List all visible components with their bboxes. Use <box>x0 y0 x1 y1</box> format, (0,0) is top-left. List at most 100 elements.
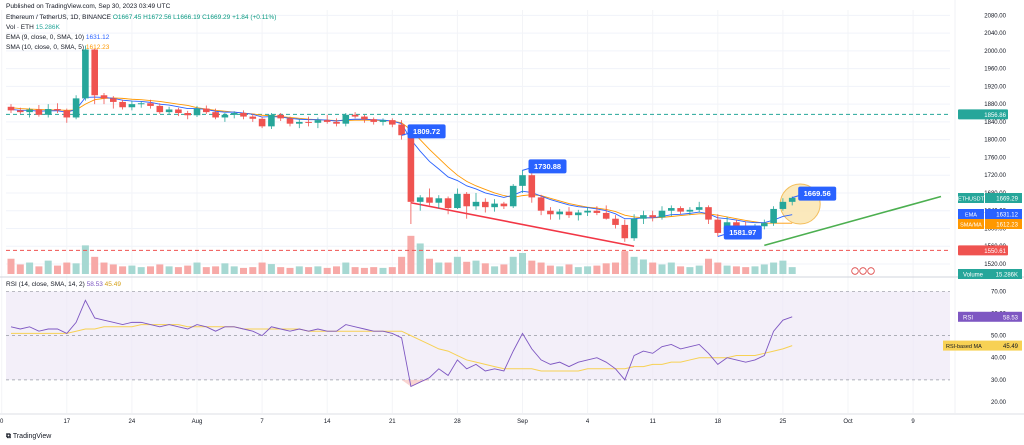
level-price-text: 1550.61 <box>984 249 1006 255</box>
volume-bar <box>584 266 592 274</box>
price-label-name-box <box>958 193 984 203</box>
volume-bar <box>714 262 722 274</box>
candle-body <box>7 106 15 111</box>
volume-bar <box>379 267 387 274</box>
price-label-value: 1669.29 <box>996 197 1018 203</box>
volume-bar <box>286 267 294 274</box>
candle-body <box>733 222 740 226</box>
volume-bar <box>221 263 229 274</box>
candle-body <box>528 175 536 198</box>
candle-body <box>621 224 629 239</box>
volume-bar <box>91 256 99 274</box>
rsi-label-box <box>958 311 1022 322</box>
candle-body <box>398 124 405 136</box>
candle-body <box>44 109 52 115</box>
annotation-box <box>798 186 837 201</box>
time-tick-label: 21 <box>389 419 396 425</box>
volume-bar <box>351 267 359 274</box>
volume-bar <box>305 267 313 274</box>
candle-body <box>147 103 154 106</box>
candle-body <box>677 208 684 212</box>
ema-legend[interactable]: EMA (9, close, 0, SMA, 10) 1631.12 <box>6 34 109 41</box>
time-tick-label: 0 <box>0 419 4 425</box>
tradingview-logo-icon: ⧉ <box>6 433 11 440</box>
trend-line <box>764 195 942 247</box>
candle-body <box>640 215 647 219</box>
volume-bar <box>472 260 480 274</box>
candle-body <box>686 209 694 212</box>
price-tick-label: 2000.00 <box>984 49 1006 55</box>
time-tick-label: 14 <box>324 419 331 425</box>
volume-bar <box>435 262 443 274</box>
rsi-band <box>6 291 950 380</box>
candle-body <box>249 116 257 119</box>
candle-body <box>416 197 424 202</box>
rsi-line <box>10 299 793 388</box>
footer-brand[interactable]: TradingView <box>12 433 52 440</box>
volume-bar <box>16 264 24 274</box>
candle-body <box>184 113 191 116</box>
rsi-legend-value: 58.53 <box>86 281 103 288</box>
volume-bar <box>267 264 275 274</box>
candle-body <box>389 120 396 125</box>
price-label-value: 1631.12 <box>996 213 1018 219</box>
price-tick-label: 1920.00 <box>984 84 1006 90</box>
candle-body <box>137 103 145 105</box>
volume-bar <box>751 266 759 274</box>
time-tick-label: 25 <box>780 419 787 425</box>
candle-body <box>519 175 526 186</box>
candle-body <box>770 208 777 224</box>
volume-bar <box>147 266 154 274</box>
volume-bar <box>686 267 694 274</box>
candle-body <box>314 120 322 123</box>
annotation-text: 1581.97 <box>729 228 756 237</box>
candle-body <box>593 210 601 213</box>
candle-body <box>500 203 508 207</box>
volume-bar <box>54 265 61 274</box>
candle-body <box>565 211 573 216</box>
candle-body <box>305 121 312 123</box>
candle-body <box>695 207 703 210</box>
sma-legend[interactable]: SMA (10, close, 0, SMA, 5) 1612.23 <box>6 44 109 51</box>
vol-legend-label: Vol · ETH <box>6 24 34 31</box>
volume-bar <box>193 262 201 274</box>
volume-bar <box>295 266 303 274</box>
vol-legend-value: 15.286K <box>35 24 60 31</box>
economic-event-icon <box>859 267 867 275</box>
candle-body <box>277 114 284 119</box>
annotation-text: 1730.88 <box>534 162 561 171</box>
candle-body <box>221 114 229 118</box>
price-tick-label: 1520.00 <box>984 262 1006 268</box>
candle-body <box>509 185 517 207</box>
volume-bar <box>81 245 89 274</box>
rsi-legend[interactable]: RSI (14, close, SMA, 14, 2) 58.53 45.49 <box>6 281 121 288</box>
candle-body <box>26 109 33 113</box>
candle-body <box>156 105 164 113</box>
volume-bar <box>546 265 554 274</box>
volume-bar <box>240 267 247 274</box>
rsi-ma-label-name: RSI-based MA <box>946 344 982 350</box>
symbol-title[interactable]: Ethereum / TetherUS, 1D, BINANCE <box>6 14 112 21</box>
candle-body <box>193 108 201 116</box>
time-tick-label: Aug <box>192 419 203 425</box>
volume-bar <box>677 266 685 274</box>
candle-body <box>668 208 675 211</box>
candle-body <box>714 219 722 233</box>
published-note: Published on TradingView.com, Sep 30, 20… <box>6 3 170 10</box>
annotation-box <box>407 124 446 139</box>
economic-event-icon <box>867 267 875 275</box>
volume-bar <box>500 264 508 274</box>
volume-bar <box>44 260 52 274</box>
price-label-name: EMA <box>965 213 977 219</box>
volume-bar <box>128 265 136 274</box>
candle-body <box>463 193 470 207</box>
published-text: Published on TradingView.com, Sep 30, 20… <box>6 3 171 10</box>
candle-body <box>435 198 443 203</box>
time-tick-label: 18 <box>714 419 721 425</box>
candle-body <box>547 210 554 215</box>
rsi-ma-line <box>11 324 793 372</box>
volume-bar <box>370 267 378 274</box>
candle-body <box>761 223 768 227</box>
vol-legend[interactable]: Vol · ETH 15.286K <box>6 24 60 31</box>
